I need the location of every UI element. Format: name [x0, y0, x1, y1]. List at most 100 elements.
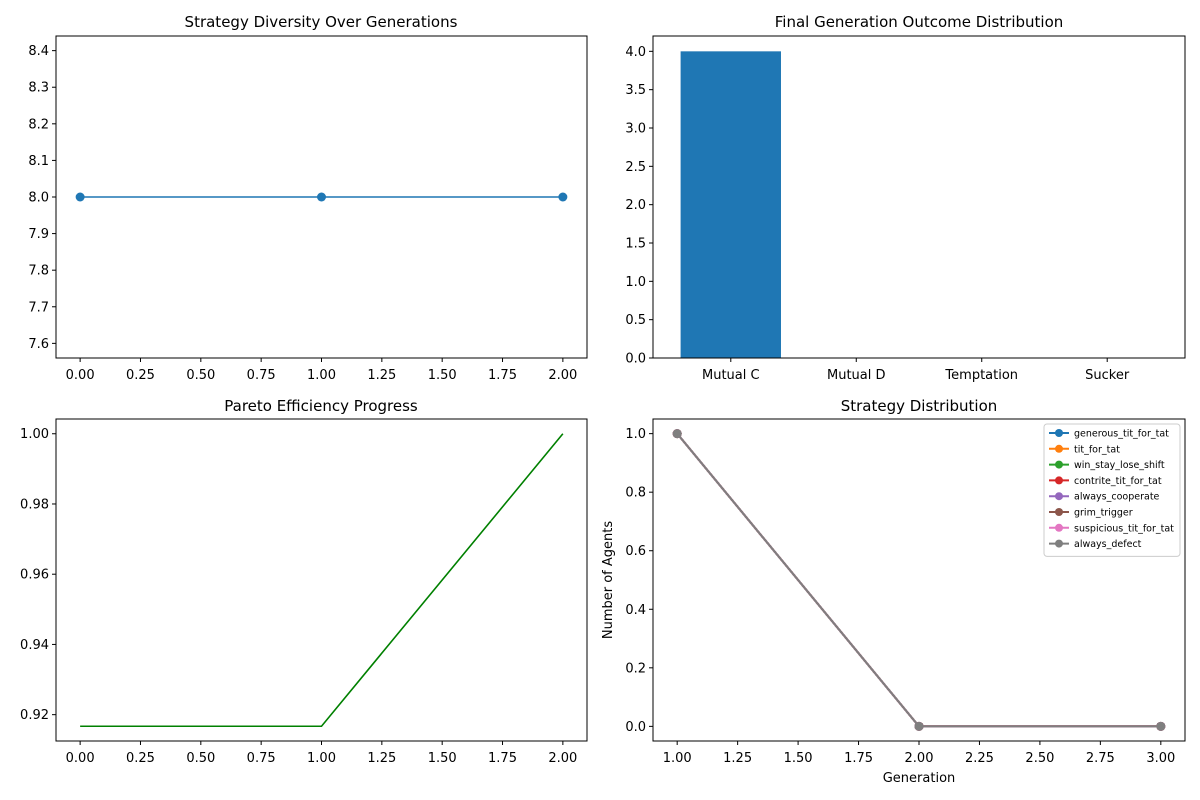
legend-swatch-marker [1055, 508, 1063, 516]
legend-label: grim_trigger [1074, 508, 1133, 519]
y-tick-label: 0.2 [625, 661, 646, 676]
x-tick-label: 0.75 [247, 368, 276, 383]
plot-frame [55, 418, 588, 742]
y-tick-label: 0.94 [20, 638, 49, 653]
y-tick-label: 1.00 [20, 427, 49, 442]
y-tick-label: 3.5 [625, 83, 646, 98]
x-tick-label: 0.25 [126, 368, 155, 383]
y-tick-label: 7.6 [28, 337, 49, 352]
data-point [558, 192, 568, 202]
y-tick-label: 0.96 [20, 568, 49, 583]
x-tick-label: 0.00 [66, 368, 95, 383]
x-tick-label: 1.25 [367, 368, 396, 383]
y-tick-label: 1.5 [625, 237, 646, 252]
x-tick-label: 1.50 [784, 751, 813, 766]
x-tick-label: 2.25 [965, 751, 994, 766]
panel-strategy-distribution: Strategy Distribution 0.0 0.2 0.4 0.6 0.8 1.0… [601, 397, 1186, 786]
x-tick-label: 2.50 [1025, 751, 1054, 766]
legend-label: always_cooperate [1074, 492, 1160, 503]
legend-label: contrite_tit_for_tat [1074, 476, 1162, 487]
y-tick-label: 7.7 [28, 300, 49, 315]
y-tick-label: 0.6 [625, 544, 646, 559]
y-tick-label: 1.0 [625, 275, 646, 290]
data-point [75, 192, 85, 202]
panel-outcome-distribution: Final Generation Outcome Distribution 0.… [625, 13, 1186, 383]
legend-swatch-marker [1055, 476, 1063, 485]
data-point [317, 192, 326, 202]
y-tick-label: 8.3 [28, 81, 49, 96]
legend-label: suspicious_tit_for_tat [1074, 523, 1174, 534]
x-tick-label: Mutual C [702, 368, 760, 383]
legend-label: win_stay_lose_shift [1074, 460, 1165, 471]
panel-title: Pareto Efficiency Progress [224, 397, 418, 415]
x-tick-label: 1.25 [367, 751, 396, 766]
y-tick-label: 8.1 [28, 154, 49, 169]
panel-title: Strategy Distribution [841, 397, 998, 415]
y-tick-label: 0.5 [625, 313, 646, 328]
legend-box [1043, 423, 1181, 557]
bar [680, 51, 781, 358]
y-tick-label: 0.0 [625, 352, 646, 367]
x-tick-label: 2.00 [548, 751, 577, 766]
panel-strategy-diversity: Strategy Diversity Over Generations 7.6 7… [28, 13, 588, 383]
plot-frame [652, 418, 1186, 742]
y-tick-label: 2.0 [625, 198, 646, 213]
legend-label: generous_tit_for_tat [1074, 429, 1169, 440]
legend-swatch-marker [1055, 523, 1063, 532]
y-tick-label: 8.0 [28, 191, 49, 206]
series-line [80, 433, 564, 728]
x-tick-label: 2.75 [1086, 751, 1115, 766]
y-tick-label: 0.92 [20, 708, 49, 723]
x-tick-label: 1.25 [723, 751, 752, 766]
x-tick-label: 1.50 [428, 368, 457, 383]
y-tick-label: 8.2 [28, 117, 49, 132]
x-tick-label: Sucker [1085, 368, 1130, 383]
plot-frame [652, 35, 1186, 359]
y-tick-label: 0.8 [625, 486, 646, 501]
panel-title: Final Generation Outcome Distribution [775, 13, 1064, 31]
y-tick-label: 0.98 [20, 497, 49, 512]
x-tick-label: 1.00 [307, 751, 336, 766]
x-tick-label: 2.00 [548, 368, 577, 383]
x-tick-label: Temptation [944, 368, 1018, 383]
y-tick-label: 4.0 [625, 45, 646, 60]
y-tick-label: 1.0 [625, 427, 646, 442]
x-tick-label: 1.75 [844, 751, 873, 766]
y-tick-label: 7.8 [28, 264, 49, 279]
x-tick-label: 0.25 [126, 751, 155, 766]
data-point [672, 429, 682, 439]
y-tick-label: 0.0 [625, 720, 646, 735]
x-tick-label: 1.50 [428, 751, 457, 766]
x-tick-label: 0.50 [186, 751, 215, 766]
data-point [1156, 721, 1166, 731]
legend-label: tit_for_tat [1074, 444, 1120, 455]
y-tick-label: 0.4 [625, 603, 646, 618]
y-tick-label: 8.4 [28, 44, 49, 59]
data-point [914, 721, 924, 731]
legend-swatch-marker [1055, 492, 1063, 501]
y-tick-label: 3.0 [625, 122, 646, 137]
legend-swatch-marker [1055, 460, 1063, 469]
x-tick-label: 2.00 [905, 751, 934, 766]
x-tick-label: 1.00 [663, 751, 692, 766]
legend-swatch-marker [1055, 539, 1063, 548]
plot-frame [55, 35, 588, 359]
x-axis-label: Generation [883, 771, 956, 786]
x-tick-label: 3.00 [1146, 751, 1175, 766]
panel-pareto-efficiency: Pareto Efficiency Progress 0.92 0.94 0.96 0… [20, 397, 588, 766]
y-tick-label: 7.9 [28, 227, 49, 242]
x-tick-label: 0.00 [66, 751, 95, 766]
y-tick-label: 2.5 [625, 160, 646, 175]
x-tick-label: 1.75 [488, 751, 517, 766]
x-tick-label: 1.00 [307, 368, 336, 383]
x-tick-label: 0.50 [186, 368, 215, 383]
legend-label: always_defect [1074, 539, 1142, 550]
x-tick-label: 1.75 [488, 368, 517, 383]
x-tick-label: Mutual D [827, 368, 886, 383]
panel-title: Strategy Diversity Over Generations [185, 13, 458, 31]
legend-swatch-marker [1055, 444, 1063, 453]
y-axis-label: Number of Agents [601, 521, 616, 639]
x-tick-label: 0.75 [247, 751, 276, 766]
